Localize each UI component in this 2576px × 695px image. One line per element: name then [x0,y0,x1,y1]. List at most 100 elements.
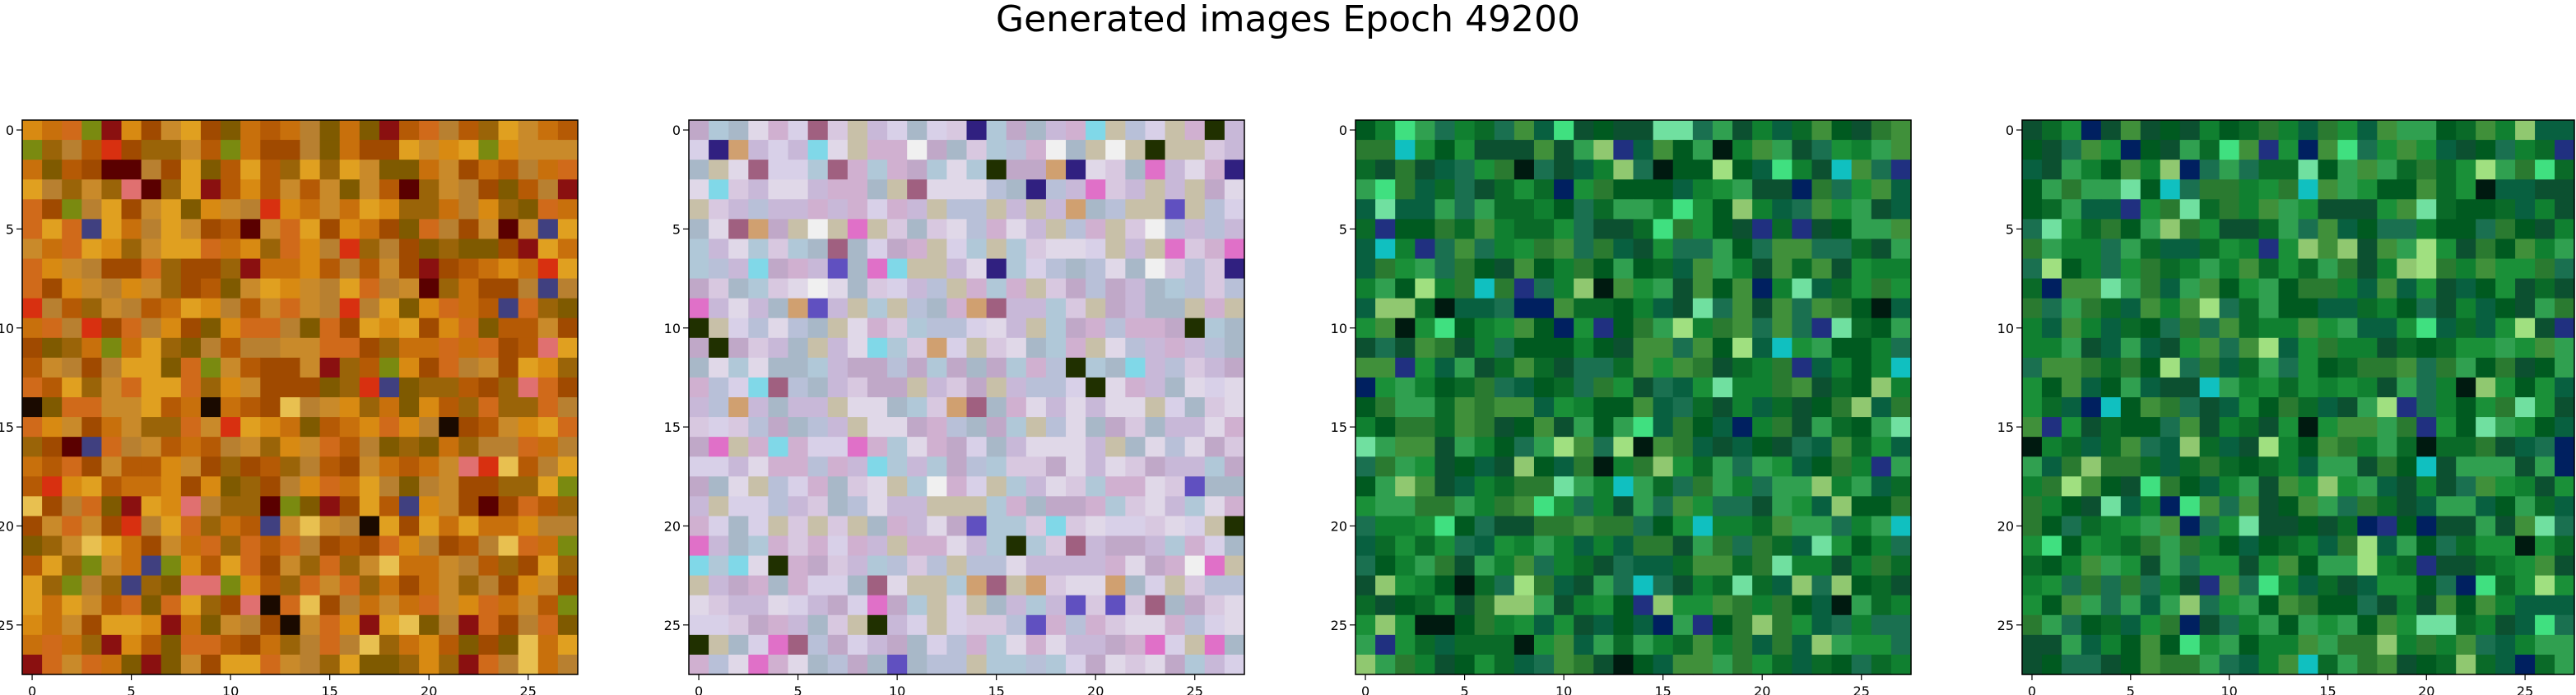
heatmap-cell [709,258,729,280]
heatmap-cell [2495,575,2516,596]
heatmap-cell [2298,516,2319,537]
heatmap-cell [2160,258,2181,280]
heatmap-cell [2219,417,2240,438]
x-tick-label: 20 [2418,683,2434,695]
heatmap-cell [22,298,43,319]
heatmap-cell [1434,417,1456,438]
heatmap-cell [1066,535,1086,557]
heatmap-cell [1145,476,1166,497]
heatmap-cell [359,516,380,537]
heatmap-cell [180,377,202,398]
heatmap-cell [498,278,519,299]
heatmap-cell [1732,555,1753,577]
heatmap-cell [1125,120,1146,141]
heatmap-cell [2219,535,2240,557]
heatmap-cell [1494,437,1515,457]
heatmap-cell [1574,199,1594,220]
heatmap-cell [1574,516,1594,537]
heatmap-cell [62,317,82,339]
heatmap-cell [887,437,908,457]
heatmap-cell [1732,417,1753,438]
heatmap-cell [1204,258,1225,280]
heatmap-cell [2318,377,2339,398]
heatmap-cell [2298,476,2319,497]
heatmap-cell [1415,219,1436,240]
heatmap-cell [2515,179,2536,200]
heatmap-cell [121,219,142,240]
heatmap-cell [1375,317,1396,339]
heatmap-cell [2495,377,2516,398]
heatmap-cell [748,258,770,280]
heatmap-cell [2100,575,2122,596]
heatmap-cell [1086,239,1106,260]
heatmap-cell [2022,298,2043,319]
heatmap-cell [1792,160,1813,180]
heatmap-cell [2337,239,2358,260]
heatmap-cell [1653,219,1674,240]
heatmap-cell [2219,278,2240,299]
heatmap-cell [2278,278,2299,299]
heatmap-cell [81,614,103,636]
heatmap-cell [2219,120,2240,141]
heatmap-cell [2179,337,2201,359]
heatmap-cell [22,595,43,616]
heatmap-cell [1772,337,1793,359]
heatmap-cell [1125,456,1146,477]
heatmap-cell [399,417,420,438]
heatmap-cell [2120,219,2141,240]
heatmap-cell [2456,337,2476,359]
heatmap-cell [2298,120,2319,141]
heatmap-cell [1851,337,1872,359]
heatmap-cell [1145,496,1166,517]
heatmap-cell [2081,160,2102,180]
heatmap-cell [200,535,221,557]
heatmap-cell [867,456,888,477]
heatmap-cell [1375,239,1396,260]
heatmap-cell [748,337,770,359]
heatmap-cell [788,397,809,418]
heatmap-cell [42,456,63,477]
heatmap-cell [2436,456,2457,477]
heatmap-cell [439,278,459,299]
heatmap-cell [518,476,539,497]
heatmap-cell [1474,337,1495,359]
heatmap-cell [62,654,82,675]
heatmap-cell [62,634,82,656]
heatmap-cell [2377,337,2397,359]
heatmap-cell [986,317,1007,339]
heatmap-cell [1045,397,1067,418]
heatmap-cell [1165,397,1186,418]
heatmap-cell [2357,516,2378,537]
heatmap-cell [966,239,988,260]
heatmap-cell [807,199,829,220]
heatmap-cell [478,516,500,537]
heatmap-cell [1204,278,1225,299]
heatmap-cell [2397,614,2417,636]
heatmap-cell [1692,160,1713,180]
y-tick-label: 25 [1331,618,1347,633]
heatmap-cell [2298,654,2319,675]
heatmap-cell [1554,160,1574,180]
heatmap-cell [2120,298,2141,319]
heatmap-cell [887,535,908,557]
heatmap-cell [2337,160,2358,180]
heatmap-cell [1772,120,1793,141]
heatmap-cell [379,377,400,398]
heatmap-cell [1006,496,1027,517]
heatmap-cell [1125,575,1146,596]
heatmap-cell [827,258,849,280]
heatmap-cell [160,575,182,596]
heatmap-cell [1554,278,1574,299]
heatmap-cell [1772,140,1793,160]
heatmap-cell [478,496,500,517]
heatmap-cell [141,595,162,616]
heatmap-cell [2061,219,2082,240]
heatmap-cell [537,496,559,517]
heatmap-cell [1633,456,1654,477]
heatmap-cell [300,456,321,477]
heatmap-cell [141,634,162,656]
heatmap-cell [2160,298,2181,319]
heatmap-cell [966,634,988,656]
heatmap-cell [2298,179,2319,200]
heatmap-cell [101,634,123,656]
